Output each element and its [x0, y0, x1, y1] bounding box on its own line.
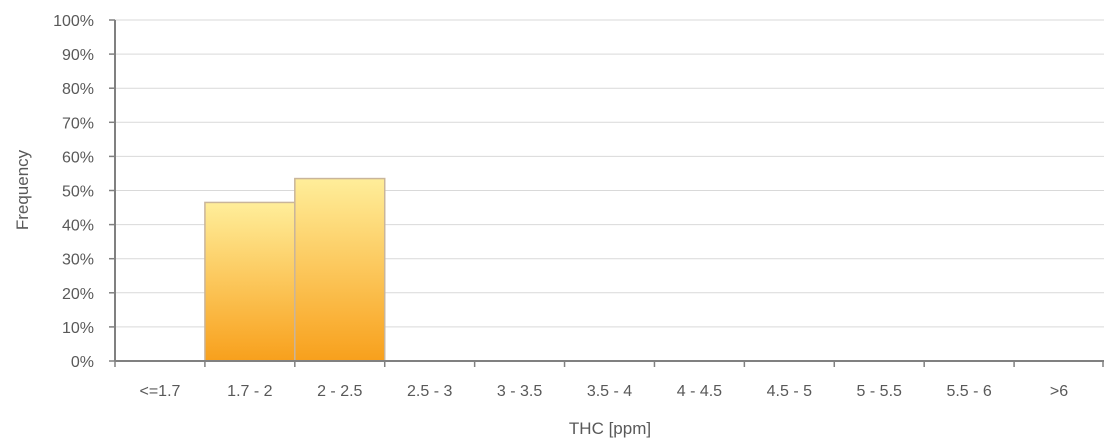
y-tick-label: 30%	[62, 252, 94, 269]
y-tick-label: 10%	[62, 320, 94, 337]
y-tick-label: 70%	[62, 115, 94, 132]
x-tick-label: 4 - 4.5	[677, 383, 722, 400]
y-tick-label: 90%	[62, 47, 94, 64]
y-axis-label: Frequency	[13, 149, 32, 230]
x-tick-label: >6	[1050, 383, 1068, 400]
y-tick-label: 0%	[71, 354, 94, 371]
x-tick-label: 2.5 - 3	[407, 383, 452, 400]
x-tick-label: 5 - 5.5	[857, 383, 902, 400]
x-tick-label: <=1.7	[139, 383, 180, 400]
y-tick-label: 80%	[62, 81, 94, 98]
x-tick-label: 3 - 3.5	[497, 383, 542, 400]
bar	[294, 177, 386, 362]
y-tick-labels: 0% 10% 20% 30% 40% 50% 60% 70% 80% 90% 100%	[53, 13, 94, 371]
x-tick-label: 5.5 - 6	[946, 383, 991, 400]
x-tick-labels: <=1.7 1.7 - 2 2 - 2.5 2.5 - 3 3 - 3.5 3.5 - 4…	[139, 383, 1068, 400]
y-tick-label: 20%	[62, 286, 94, 303]
x-tick-label: 1.7 - 2	[227, 383, 272, 400]
y-tick-label: 50%	[62, 184, 94, 201]
y-tick-label: 40%	[62, 218, 94, 235]
x-tick-label: 2 - 2.5	[317, 383, 362, 400]
y-tick-label: 60%	[62, 149, 94, 166]
x-tick-label: 3.5 - 4	[587, 383, 632, 400]
bar	[204, 201, 296, 362]
y-tick-label: 100%	[53, 13, 94, 30]
x-axis-label: THC [ppm]	[569, 419, 651, 438]
x-tick-label: 4.5 - 5	[767, 383, 812, 400]
bars	[204, 177, 386, 362]
axes	[109, 19, 1104, 367]
